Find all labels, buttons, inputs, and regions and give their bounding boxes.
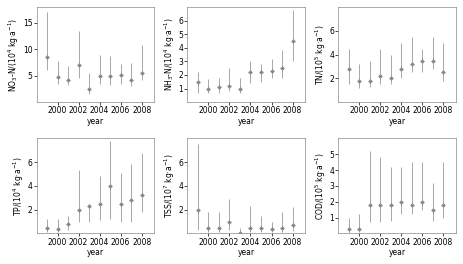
- Y-axis label: TSS/(10$^7$ kg·a$^{-1}$): TSS/(10$^7$ kg·a$^{-1}$): [163, 154, 177, 218]
- X-axis label: year: year: [87, 248, 104, 257]
- X-axis label: year: year: [238, 248, 255, 257]
- X-axis label: year: year: [388, 117, 406, 126]
- Y-axis label: TP/(10$^4$ kg·a$^{-1}$): TP/(10$^4$ kg·a$^{-1}$): [12, 156, 26, 216]
- Y-axis label: COD/(10$^5$ kg·a$^{-1}$): COD/(10$^5$ kg·a$^{-1}$): [313, 152, 328, 220]
- X-axis label: year: year: [388, 248, 406, 257]
- Y-axis label: NO$_3$-N/(10$^4$ kg·a$^{-1}$): NO$_3$-N/(10$^4$ kg·a$^{-1}$): [7, 17, 21, 92]
- Y-axis label: TN/(10$^5$ kg·a$^{-1}$): TN/(10$^5$ kg·a$^{-1}$): [313, 24, 328, 85]
- X-axis label: year: year: [238, 117, 255, 126]
- X-axis label: year: year: [87, 117, 104, 126]
- Y-axis label: NH$_3$-N/(10$^4$ kg·a$^{-1}$): NH$_3$-N/(10$^4$ kg·a$^{-1}$): [163, 18, 177, 91]
